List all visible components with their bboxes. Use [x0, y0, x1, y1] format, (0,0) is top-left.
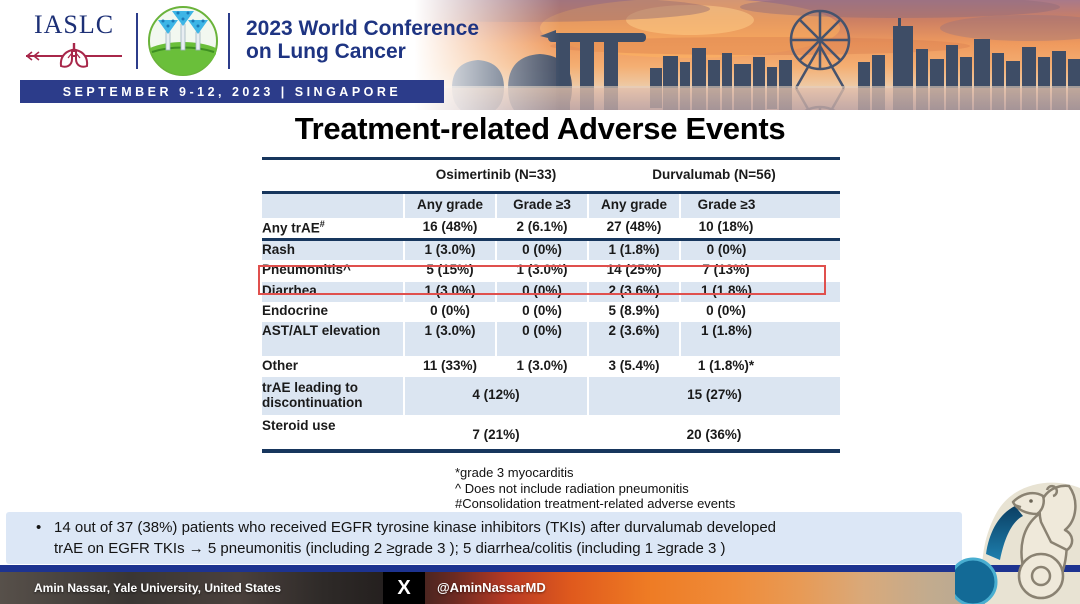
merged-value-osimertinib: 7 (21%) [472, 426, 520, 442]
row-value: 2 (3.6%) [587, 321, 680, 342]
table-subheader-row: Any grade Grade ≥3 Any grade Grade ≥3 [262, 192, 840, 218]
osimertinib-group-header: Osimertinib (N=33) [404, 158, 588, 194]
merlion-icon [955, 482, 1080, 604]
row-value: 0 (0%) [706, 303, 746, 319]
x-logo-icon: X [383, 572, 425, 604]
conference-title-line2: on Lung Cancer [246, 40, 406, 63]
row-label: Rash [262, 239, 404, 260]
row-value: 27 (48%) [588, 217, 680, 241]
x-handle: @AminNassarMD [437, 580, 546, 595]
empty-subheader-cell [262, 192, 404, 218]
row-value: 5 (15%) [426, 262, 474, 278]
adverse-events-table-wrap: Osimertinib (N=33) Durvalumab (N=56) Any… [258, 157, 840, 453]
subheader-cell: Grade ≥3 [679, 192, 772, 218]
conference-title: 2023 World Conference on Lung Cancer [246, 18, 479, 63]
table-row: Diarrhea 1 (3.0%) 0 (0%) 2 (3.6%) 1 (1.8… [262, 281, 840, 302]
row-value: 1 (3.0%) [403, 239, 496, 260]
row-value: 2 (3.6%) [587, 281, 680, 302]
row-label: Diarrhea [262, 281, 404, 302]
row-value: 0 (0%) [495, 239, 588, 260]
iaslc-logo: IASLC [22, 12, 126, 70]
row-value: 0 (0%) [495, 281, 588, 302]
row-value: 0 (0%) [495, 321, 588, 342]
row-value: 0 (0%) [522, 303, 562, 319]
durvalumab-group-header: Durvalumab (N=56) [588, 158, 840, 194]
footnote: ^ Does not include radiation pneumonitis [455, 480, 689, 496]
footnote: *grade 3 myocarditis [455, 465, 574, 480]
row-value: 0 (0%) [679, 239, 772, 260]
conference-title-line1: 2023 World Conference [246, 17, 480, 41]
merged-value-durvalumab: 20 (36%) [686, 426, 742, 442]
subheader-cell: Any grade [403, 192, 496, 218]
row-value: 5 (8.9%) [608, 303, 660, 319]
logo-divider [136, 13, 138, 69]
row-value: 1 (3.0%) [516, 357, 568, 373]
row-value: 1 (1.8%)* [697, 357, 755, 373]
row-value: 1 (3.0%) [403, 281, 496, 302]
row-value: 1 (1.8%) [587, 239, 680, 260]
row-value: 1 (1.8%) [679, 321, 772, 342]
row-label: Other [262, 357, 299, 373]
iaslc-lung-icon [26, 43, 122, 68]
subheader-cell: Any grade [587, 192, 680, 218]
attribution-text: Amin Nassar, Yale University, United Sta… [34, 581, 281, 595]
footer-strip: Amin Nassar, Yale University, United Sta… [0, 572, 1080, 604]
iaslc-logo-text: IASLC [33, 10, 115, 39]
gardens-by-the-bay-icon [148, 6, 218, 76]
merged-value-osimertinib: 4 (12%) [403, 376, 588, 415]
spacer-cell [772, 192, 840, 218]
merged-value-durvalumab: 15 (27%) [587, 376, 840, 415]
row-value: 3 (5.4%) [608, 357, 660, 373]
row-label: trAE leading to discontinuation [262, 376, 404, 415]
row-label: Any trAE# [262, 217, 404, 241]
table-row: Any trAE# 16 (48%) 2 (6.1%) 27 (48%) 10 … [262, 217, 840, 241]
slide-title: Treatment-related Adverse Events [294, 111, 786, 146]
row-value: 10 (18%) [680, 217, 772, 241]
empty-header-cell [262, 158, 404, 194]
row-value: 14 (25%) [606, 262, 662, 278]
logo-divider [228, 13, 230, 69]
table-row: Other 11 (33%) 1 (3.0%) 3 (5.4%) 1 (1.8%… [262, 356, 840, 377]
row-label: Endocrine [262, 303, 329, 319]
table-row-pneumonitis: Pneumonitis^ 5 (15%) 1 (3.0%) 14 (25%) 7… [262, 260, 840, 282]
table-spacer-row [262, 341, 840, 356]
row-value: 1 (1.8%) [679, 281, 772, 302]
table-row: AST/ALT elevation 1 (3.0%) 0 (0%) 2 (3.6… [262, 321, 840, 342]
row-value: 11 (33%) [422, 357, 478, 373]
header-banner: IASLC [0, 0, 1080, 110]
row-value: 1 (3.0%) [516, 262, 568, 278]
row-value: 2 (6.1%) [496, 217, 588, 241]
divider-bar [0, 565, 1080, 572]
table-row: Endocrine 0 (0%) 0 (0%) 5 (8.9%) 0 (0%) [262, 302, 840, 322]
adverse-events-table: Osimertinib (N=33) Durvalumab (N=56) Any… [262, 157, 840, 453]
bullet-marker: • [36, 519, 42, 536]
row-value: 7 (13%) [702, 262, 750, 278]
key-finding-box: • 14 out of 37 (38%) patients who receiv… [6, 512, 962, 564]
table-row: Rash 1 (3.0%) 0 (0%) 1 (1.8%) 0 (0%) [262, 239, 840, 260]
row-label: Steroid use [262, 417, 336, 433]
date-location-bar: SEPTEMBER 9-12, 2023 | SINGAPORE [20, 80, 444, 103]
footnote: #Consolidation treatment-related adverse… [455, 496, 736, 511]
row-value: 0 (0%) [430, 303, 470, 319]
table-row-steroid: Steroid use 7 (21%) 20 (36%) [262, 415, 840, 451]
row-value: 1 (3.0%) [403, 321, 496, 342]
key-finding-line1: 14 out of 37 (38%) patients who received… [54, 519, 777, 536]
subheader-cell: Grade ≥3 [495, 192, 588, 218]
footnotes: *grade 3 myocarditis ^ Does not include … [455, 465, 735, 512]
table-group-header-row: Osimertinib (N=33) Durvalumab (N=56) [262, 158, 840, 194]
row-label: AST/ALT elevation [262, 321, 404, 342]
row-label: Pneumonitis^ [262, 262, 351, 278]
key-finding-line2: trAE on EGFR TKIs → 5 pneumonitis (inclu… [54, 540, 726, 557]
table-row-discontinuation: trAE leading to discontinuation 4 (12%) … [262, 376, 840, 415]
row-value: 16 (48%) [404, 217, 496, 241]
